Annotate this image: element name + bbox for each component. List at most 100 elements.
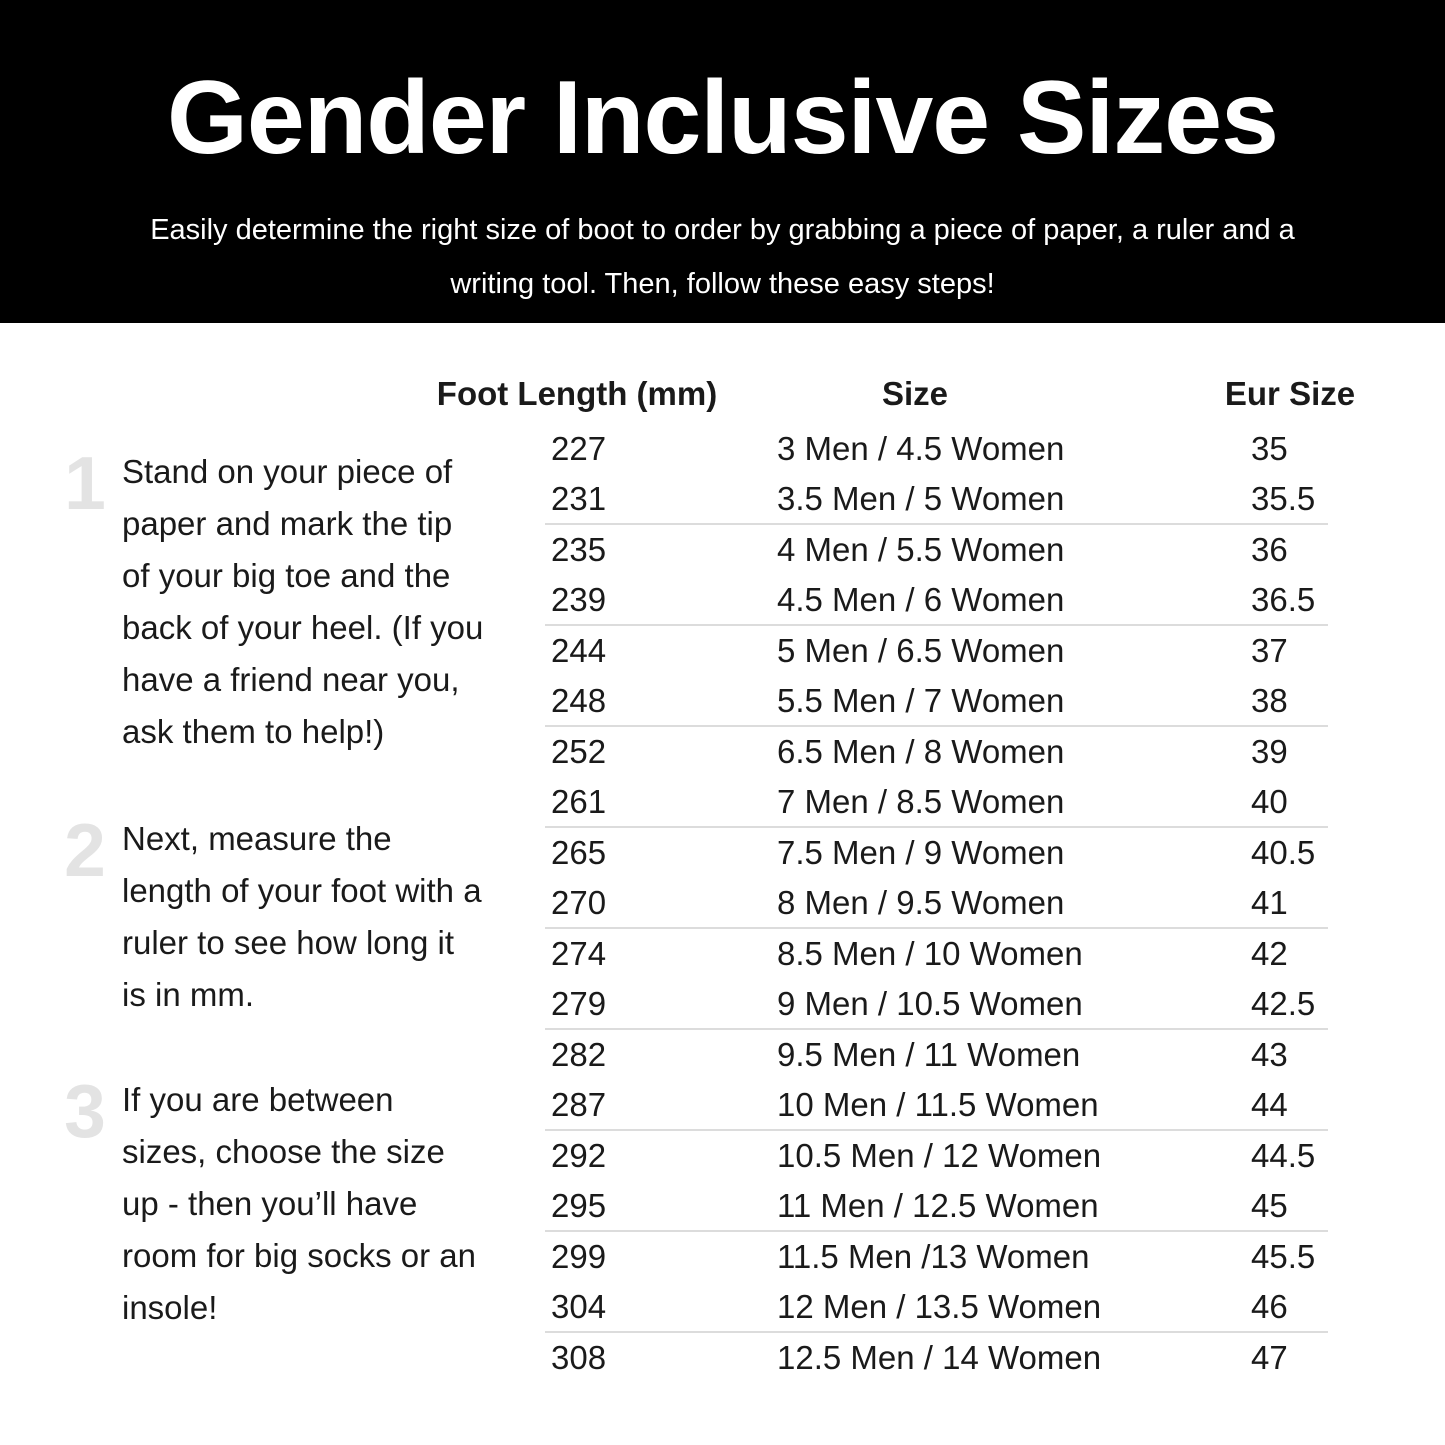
step-text-line: paper and mark the tip bbox=[122, 505, 453, 542]
eur-size-cell: 37 bbox=[1251, 632, 1288, 670]
step-text: If you are between sizes, choose the size… bbox=[122, 1074, 476, 1334]
table-row: 261 7 Men / 8.5 Women 40 bbox=[545, 778, 1328, 828]
step-text-line: length of your foot with a bbox=[122, 872, 482, 909]
subtitle: Easily determine the right size of boot … bbox=[0, 203, 1445, 311]
size-cell: 10.5 Men / 12 Women bbox=[777, 1137, 1102, 1175]
eur-size-cell: 35 bbox=[1251, 430, 1288, 468]
table-row: 244 5 Men / 6.5 Women 37 bbox=[545, 626, 1328, 677]
foot-length-cell: 270 bbox=[551, 883, 607, 921]
table-row: 292 10.5 Men / 12 Women 44.5 bbox=[545, 1131, 1328, 1182]
eur-size-cell: 44.5 bbox=[1251, 1137, 1316, 1175]
foot-length-cell: 279 bbox=[551, 984, 607, 1022]
table-row: 279 9 Men / 10.5 Women 42.5 bbox=[545, 980, 1328, 1030]
foot-length-cell: 282 bbox=[551, 1036, 607, 1074]
table-row: 231 3.5 Men / 5 Women 35.5 bbox=[545, 475, 1328, 525]
step-text-line: Stand on your piece of bbox=[122, 453, 453, 490]
table-row: 239 4.5 Men / 6 Women 36.5 bbox=[545, 576, 1328, 626]
eur-size-cell: 42 bbox=[1251, 935, 1288, 973]
table-row: 282 9.5 Men / 11 Women 43 bbox=[545, 1030, 1328, 1081]
step-text-line: ask them to help!) bbox=[122, 713, 385, 750]
eur-size-cell: 42.5 bbox=[1251, 984, 1316, 1022]
eur-size-cell: 43 bbox=[1251, 1036, 1288, 1074]
step-text: Stand on your piece of paper and mark the… bbox=[122, 446, 483, 758]
foot-length-cell: 292 bbox=[551, 1137, 607, 1175]
size-table: 227 3 Men / 4.5 Women 35 231 3.5 Men / 5 Wom… bbox=[545, 424, 1328, 1384]
step-number: 1 bbox=[64, 441, 106, 525]
step-text-line: insole! bbox=[122, 1289, 218, 1326]
size-cell: 10 Men / 11.5 Women bbox=[777, 1085, 1099, 1123]
foot-length-cell: 235 bbox=[551, 531, 607, 569]
eur-size-cell: 46 bbox=[1251, 1287, 1288, 1325]
foot-length-cell: 227 bbox=[551, 430, 607, 468]
size-cell: 9.5 Men / 11 Women bbox=[777, 1036, 1081, 1074]
step-text-line: room for big socks or an bbox=[122, 1237, 476, 1274]
table-row: 274 8.5 Men / 10 Women 42 bbox=[545, 929, 1328, 980]
size-cell: 9 Men / 10.5 Women bbox=[777, 984, 1083, 1022]
step-item: 1 Stand on your piece of paper and mark th… bbox=[62, 446, 483, 758]
foot-length-cell: 239 bbox=[551, 580, 607, 618]
size-cell: 3 Men / 4.5 Women bbox=[777, 430, 1065, 468]
subtitle-line: Easily determine the right size of boot … bbox=[150, 214, 1295, 246]
eur-size-cell: 40.5 bbox=[1251, 834, 1316, 872]
foot-length-cell: 274 bbox=[551, 935, 607, 973]
eur-size-cell: 47 bbox=[1251, 1339, 1288, 1377]
size-cell: 12 Men / 13.5 Women bbox=[777, 1287, 1102, 1325]
size-cell: 11 Men / 12.5 Women bbox=[777, 1186, 1099, 1224]
step-text-line: If you are between bbox=[122, 1081, 394, 1118]
page-title: Gender Inclusive Sizes bbox=[167, 60, 1279, 176]
foot-length-cell: 287 bbox=[551, 1085, 607, 1123]
foot-length-cell: 252 bbox=[551, 733, 607, 771]
foot-length-cell: 248 bbox=[551, 681, 607, 719]
table-row: 252 6.5 Men / 8 Women 39 bbox=[545, 727, 1328, 778]
foot-length-cell: 265 bbox=[551, 834, 607, 872]
size-cell: 4 Men / 5.5 Women bbox=[777, 531, 1065, 569]
table-row: 295 11 Men / 12.5 Women 45 bbox=[545, 1182, 1328, 1232]
eur-size-cell: 45.5 bbox=[1251, 1238, 1316, 1276]
step-text-line: of your big toe and the bbox=[122, 557, 451, 594]
foot-length-cell: 299 bbox=[551, 1238, 607, 1276]
step-text-line: sizes, choose the size bbox=[122, 1133, 445, 1170]
step-number: 3 bbox=[64, 1069, 106, 1153]
step-number: 2 bbox=[64, 808, 106, 892]
table-row: 304 12 Men / 13.5 Women 46 bbox=[545, 1283, 1328, 1333]
eur-size-cell: 44 bbox=[1251, 1085, 1288, 1123]
size-cell: 12.5 Men / 14 Women bbox=[777, 1339, 1102, 1377]
size-cell: 6.5 Men / 8 Women bbox=[777, 733, 1065, 771]
foot-length-cell: 261 bbox=[551, 782, 607, 820]
column-header-size: Size bbox=[881, 375, 949, 412]
eur-size-cell: 45 bbox=[1251, 1186, 1288, 1224]
eur-size-cell: 40 bbox=[1251, 782, 1288, 820]
table-row: 270 8 Men / 9.5 Women 41 bbox=[545, 879, 1328, 929]
step-text: Next, measure the length of your foot wit… bbox=[122, 813, 482, 1021]
foot-length-cell: 304 bbox=[551, 1287, 607, 1325]
step-text-line: back of your heel. (If you bbox=[122, 609, 484, 646]
table-row: 248 5.5 Men / 7 Women 38 bbox=[545, 677, 1328, 727]
foot-length-cell: 308 bbox=[551, 1339, 607, 1377]
column-header-foot-length: Foot Length (mm) bbox=[436, 375, 718, 412]
subtitle-line: writing tool. Then, follow these easy st… bbox=[450, 268, 995, 300]
step-text-line: is in mm. bbox=[122, 976, 254, 1013]
table-row: 265 7.5 Men / 9 Women 40.5 bbox=[545, 828, 1328, 879]
table-row: 308 12.5 Men / 14 Women 47 bbox=[545, 1333, 1328, 1384]
size-cell: 4.5 Men / 6 Women bbox=[777, 580, 1065, 618]
size-cell: 8.5 Men / 10 Women bbox=[777, 935, 1083, 973]
table-row: 287 10 Men / 11.5 Women 44 bbox=[545, 1081, 1328, 1131]
eur-size-cell: 41 bbox=[1251, 883, 1288, 921]
size-cell: 7 Men / 8.5 Women bbox=[777, 782, 1065, 820]
size-cell: 3.5 Men / 5 Women bbox=[777, 479, 1065, 517]
table-row: 299 11.5 Men /13 Women 45.5 bbox=[545, 1232, 1328, 1283]
size-cell: 11.5 Men /13 Women bbox=[777, 1238, 1090, 1276]
eur-size-cell: 36.5 bbox=[1251, 580, 1316, 618]
step-text-line: up - then you’ll have bbox=[122, 1185, 418, 1222]
header-banner: Gender Inclusive Sizes Easily determine … bbox=[0, 0, 1445, 323]
foot-length-cell: 231 bbox=[551, 479, 607, 517]
step-text-line: ruler to see how long it bbox=[122, 924, 455, 961]
table-row: 227 3 Men / 4.5 Women 35 bbox=[545, 424, 1328, 475]
step-text-line: Next, measure the bbox=[122, 820, 392, 857]
step-item: 2 Next, measure the length of your foot wi… bbox=[62, 808, 482, 1021]
table-row: 235 4 Men / 5.5 Women 36 bbox=[545, 525, 1328, 576]
size-cell: 5.5 Men / 7 Women bbox=[777, 681, 1065, 719]
eur-size-cell: 39 bbox=[1251, 733, 1288, 771]
step-item: 3 If you are between sizes, choose the siz… bbox=[62, 1074, 476, 1334]
